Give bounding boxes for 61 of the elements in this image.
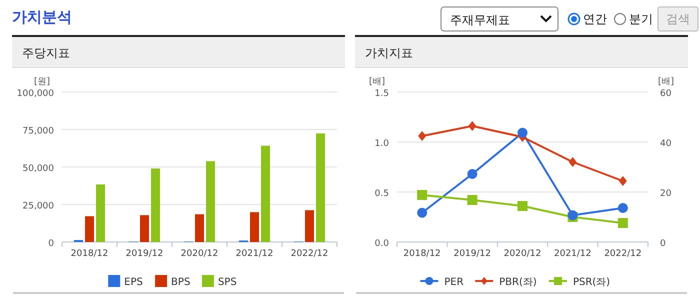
y-tick-label: 1.0 xyxy=(374,139,390,149)
y2-tick-label: 20 xyxy=(660,189,672,199)
y-tick-label: 50,000 xyxy=(22,164,54,174)
point xyxy=(618,203,628,213)
bar xyxy=(305,210,314,242)
legend-label: SPS xyxy=(218,277,237,288)
x-tick-label: 2018/12 xyxy=(403,249,441,259)
legend-label: PBR(좌) xyxy=(499,277,537,288)
legend-label: BPS xyxy=(171,277,190,288)
x-tick-label: 2020/12 xyxy=(180,249,218,259)
y2-axis-title: [배] xyxy=(658,77,674,87)
select: 주재무제표 xyxy=(440,6,558,32)
x-tick-label: 2021/12 xyxy=(554,249,592,259)
y2-tick-label: 0 xyxy=(660,239,666,249)
x-tick-label: 2021/12 xyxy=(236,249,274,259)
legend-label: PSR(좌) xyxy=(572,277,610,288)
y-tick-label: 25,000 xyxy=(22,202,54,212)
point xyxy=(417,190,428,200)
y-axis-title: [배] xyxy=(369,77,386,87)
y-tick-label: 0 xyxy=(48,239,54,249)
y-axis-title: [원] xyxy=(34,77,50,87)
bar xyxy=(85,216,94,242)
legend-label: EPS xyxy=(124,277,143,288)
chart-title: 주당지표 xyxy=(22,46,70,60)
bar xyxy=(250,212,259,242)
radio-checked: 연간 xyxy=(568,12,607,26)
bar xyxy=(140,215,149,242)
y-tick-label: 0.0 xyxy=(374,239,390,249)
button: 검색 xyxy=(658,6,698,32)
y-tick-label: 0.5 xyxy=(374,189,389,199)
chart-title: 가치지표 xyxy=(365,46,413,60)
y-tick-label: 100,000 xyxy=(16,89,54,99)
point xyxy=(618,176,627,186)
bar xyxy=(151,168,160,242)
point xyxy=(518,201,528,211)
x-tick-label: 2022/12 xyxy=(604,249,642,259)
x-tick-label: 2019/12 xyxy=(126,249,164,259)
x-tick-label: 2018/12 xyxy=(70,249,108,259)
y-tick-label: 1.5 xyxy=(374,89,389,99)
point xyxy=(518,128,528,138)
text: 가치분석 xyxy=(12,8,72,26)
legend-label: PER xyxy=(444,277,464,288)
y2-tick-label: 60 xyxy=(660,89,672,99)
bar xyxy=(261,146,270,242)
point xyxy=(467,195,478,205)
y-tick-label: 75,000 xyxy=(22,126,54,136)
point xyxy=(618,218,628,228)
point xyxy=(568,157,577,167)
y2-tick-label: 40 xyxy=(660,139,672,149)
point xyxy=(468,121,476,131)
point xyxy=(417,208,428,218)
bar xyxy=(206,161,215,242)
bar xyxy=(96,184,105,242)
point xyxy=(467,169,478,179)
x-tick-label: 2019/12 xyxy=(454,249,491,259)
radio: 분기 xyxy=(614,12,653,26)
x-tick-label: 2022/12 xyxy=(290,249,328,259)
bar xyxy=(316,133,325,242)
x-tick-label: 2020/12 xyxy=(504,249,542,259)
bar xyxy=(195,214,204,242)
point xyxy=(418,131,426,141)
